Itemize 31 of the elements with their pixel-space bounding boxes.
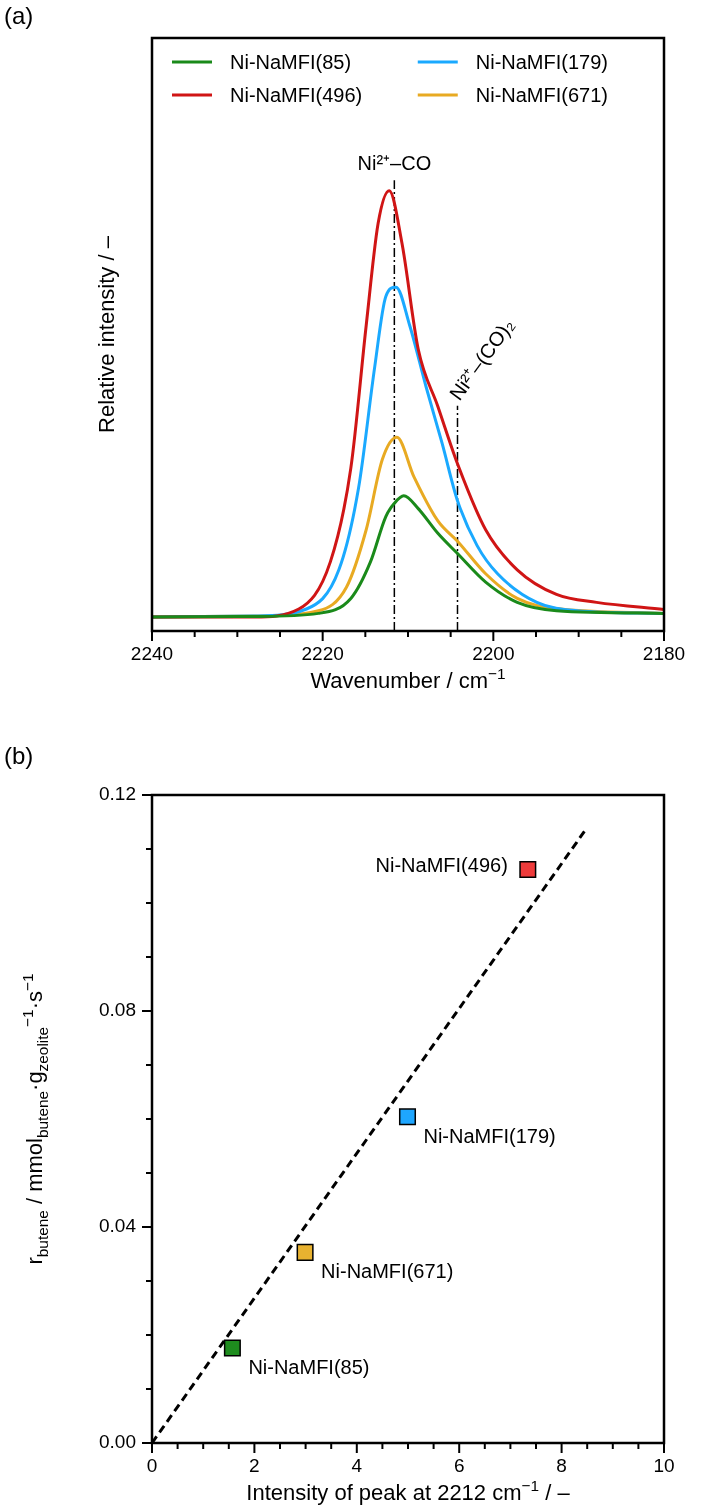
x-tick-label: 2240 (130, 642, 174, 664)
legend-label: Ni-NaMFI(85) (230, 51, 352, 73)
legend-label: Ni-NaMFI(496) (230, 84, 363, 106)
x-tick-label: 10 (653, 1454, 675, 1476)
y-axis-title: Relative intensity / – (94, 235, 119, 433)
series-label: Ni-NaMFI(671) (321, 1260, 454, 1283)
point (296, 1243, 314, 1261)
x-tick-label: 2200 (472, 642, 515, 664)
text: rbutene / mmolbutene·gzeolite−1·s−1 (19, 973, 51, 1265)
series-label: Ni-NaMFI(85) (248, 1355, 370, 1378)
x-tick-label: 6 (453, 1454, 465, 1476)
series-label: Ni-NaMFI(496) (375, 853, 508, 876)
y-tick-label: 0.12 (99, 783, 136, 805)
x-tick-label: 8 (556, 1454, 567, 1476)
y-tick-label: 0.08 (99, 999, 136, 1021)
point (519, 860, 537, 879)
x-tick-label: 4 (351, 1454, 363, 1476)
x-tick-label: 2180 (642, 642, 686, 664)
series-label: Ni-NaMFI(179) (423, 1124, 556, 1147)
chart-title: (a) (4, 2, 34, 29)
legend-label: Ni-NaMFI(671) (475, 84, 609, 106)
y-tick-label: 0.00 (99, 1431, 136, 1453)
legend-label: Ni-NaMFI(179) (475, 51, 609, 73)
x-tick-label: 2 (249, 1454, 260, 1476)
x-tick-label: 2220 (301, 642, 344, 664)
x-tick-label: 0 (146, 1454, 158, 1476)
point (223, 1339, 241, 1357)
chart-title: (b) (4, 742, 34, 769)
point (398, 1108, 417, 1126)
y-tick-label: 0.04 (99, 1215, 137, 1237)
ref-line-label: Ni²⁺–CO (357, 152, 432, 175)
